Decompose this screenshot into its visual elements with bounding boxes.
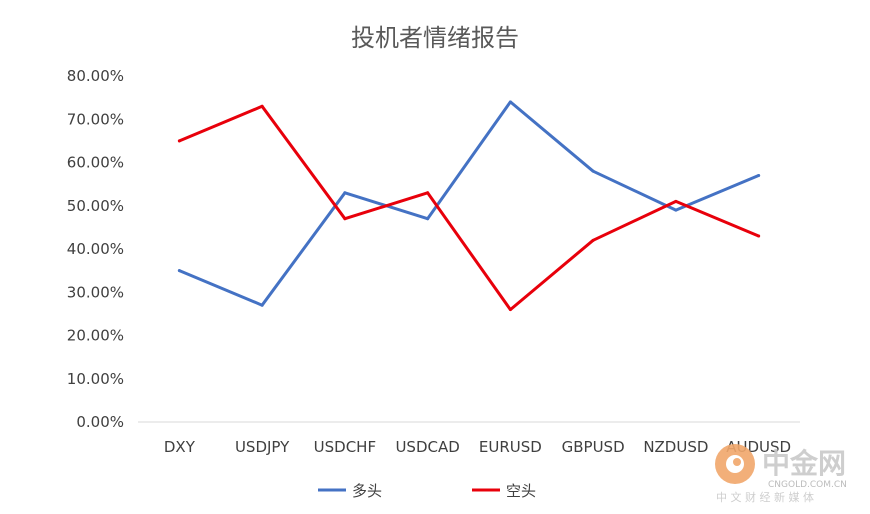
legend-label-long: 多头	[352, 482, 382, 500]
watermark-tagline: 中 文 财 经 新 媒 体	[716, 490, 814, 504]
data-point	[260, 303, 264, 307]
data-point	[260, 104, 264, 108]
x-tick-label: GBPUSD	[562, 438, 625, 456]
y-tick-label: 10.00%	[67, 370, 124, 388]
y-tick-label: 80.00%	[67, 67, 124, 85]
watermark-logo: 中金网 CNGOLD.COM.CN 中 文 财 经 新 媒 体	[715, 444, 847, 504]
data-point	[426, 217, 430, 221]
x-tick-label: DXY	[164, 438, 196, 456]
data-point	[177, 139, 181, 143]
data-point	[426, 191, 430, 195]
data-point	[674, 208, 678, 212]
data-point	[343, 217, 347, 221]
x-tick-label: USDCAD	[395, 438, 459, 456]
chart-title: 投机者情绪报告	[351, 24, 519, 52]
y-tick-label: 70.00%	[67, 110, 124, 128]
y-tick-label: 0.00%	[76, 413, 124, 431]
x-axis-ticks: DXY USDJPY USDCHF USDCAD EURUSD GBPUSD NZDUSD A…	[164, 438, 791, 456]
x-tick-label: USDJPY	[235, 438, 290, 456]
y-axis-ticks: 0.00% 10.00% 20.00% 30.00% 40.00% 50.00% 60.00…	[67, 67, 124, 431]
x-tick-label: NZDUSD	[643, 438, 708, 456]
series-line-1	[177, 104, 761, 312]
data-point	[757, 234, 761, 238]
x-tick-label: USDCHF	[314, 438, 376, 456]
x-tick-label: EURUSD	[479, 438, 542, 456]
y-tick-label: 30.00%	[67, 283, 124, 301]
y-tick-label: 40.00%	[67, 240, 124, 258]
data-point	[591, 169, 595, 173]
data-point	[508, 100, 512, 104]
y-tick-label: 50.00%	[67, 197, 124, 215]
watermark-emblem-core-icon	[733, 458, 741, 466]
watermark-domain: CNGOLD.COM.CN	[768, 480, 847, 490]
data-point	[177, 269, 181, 273]
data-point	[508, 308, 512, 312]
data-point	[343, 191, 347, 195]
series-lines	[177, 100, 761, 312]
legend: 多头 空头	[318, 482, 536, 500]
y-tick-label: 60.00%	[67, 154, 124, 172]
data-point	[591, 238, 595, 242]
series-line-0	[177, 100, 761, 307]
legend-label-short: 空头	[506, 482, 536, 500]
data-point	[757, 173, 761, 177]
watermark-brand: 中金网	[762, 447, 846, 480]
data-point	[674, 199, 678, 203]
y-tick-label: 20.00%	[67, 327, 124, 345]
